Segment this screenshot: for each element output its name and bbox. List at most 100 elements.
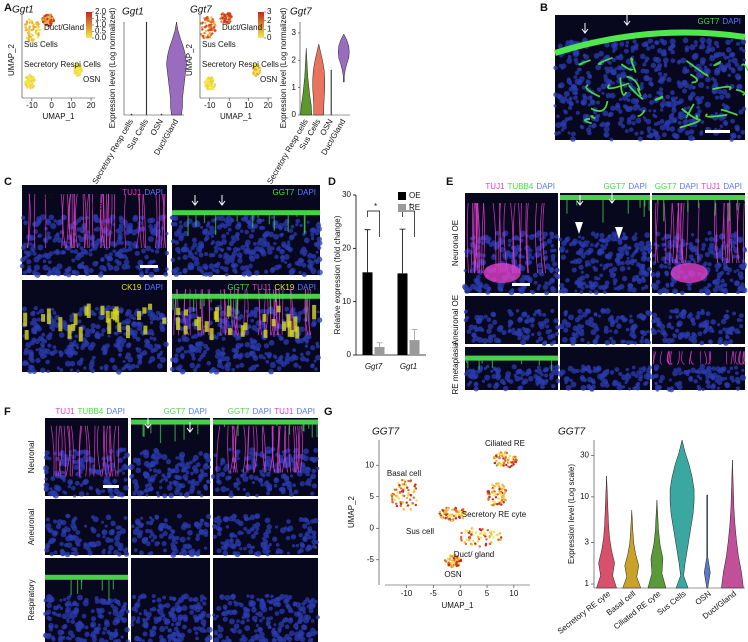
nucleus — [559, 246, 566, 253]
ck19-cell — [276, 305, 281, 313]
nucleus — [180, 547, 186, 553]
nucleus — [595, 64, 602, 71]
nucleus — [295, 222, 299, 227]
nucleus — [174, 353, 179, 358]
ck19-cell — [100, 305, 105, 316]
nucleus — [594, 117, 600, 123]
ggt7-gland — [578, 59, 591, 66]
nucleus — [259, 477, 263, 482]
nucleus — [82, 449, 87, 454]
nucleus — [580, 101, 585, 105]
nucleus — [87, 550, 93, 556]
nucleus — [564, 237, 570, 243]
umap-cell — [253, 68, 257, 71]
nucleus — [87, 344, 94, 351]
nucleus — [147, 235, 154, 243]
nucleus — [315, 250, 319, 254]
nucleus — [600, 376, 605, 382]
nucleus — [223, 546, 228, 551]
error-bar — [376, 342, 383, 347]
nucleus — [726, 47, 732, 53]
error-bar — [364, 229, 371, 273]
nucleus — [248, 263, 253, 269]
nucleus — [149, 320, 154, 325]
nucleus — [631, 121, 636, 126]
nucleus — [573, 95, 578, 101]
ggt7-duct — [150, 424, 152, 434]
nucleus — [554, 267, 560, 273]
ggt7-duct — [308, 424, 310, 429]
nucleus — [132, 216, 139, 222]
nucleus — [211, 240, 216, 244]
nucleus — [93, 228, 97, 232]
nucleus — [650, 44, 655, 50]
nucleus — [308, 482, 312, 487]
nucleus — [88, 467, 93, 472]
nucleus — [161, 453, 168, 461]
ggt7-duct — [237, 424, 239, 437]
nucleus — [630, 97, 638, 105]
cluster-label: Secretory Respi Cells — [24, 60, 101, 69]
row-label: RE metaplasia — [451, 342, 460, 395]
nucleus — [272, 233, 280, 240]
nucleus — [156, 344, 161, 349]
nucleus — [164, 478, 169, 483]
nucleus — [618, 371, 623, 377]
nucleus — [207, 271, 214, 278]
nucleus — [588, 124, 592, 128]
nucleus — [136, 354, 140, 358]
nucleus — [567, 365, 574, 372]
nucleus — [224, 258, 231, 265]
nucleus — [51, 490, 58, 497]
x-tick-label: 20 — [264, 101, 273, 110]
nucleus — [557, 370, 564, 377]
nucleus — [288, 228, 294, 233]
nucleus — [614, 104, 621, 111]
nucleus — [156, 541, 161, 545]
umap-cell — [207, 29, 210, 32]
ck19-cell — [84, 306, 89, 316]
nucleus — [577, 235, 582, 239]
nucleus — [601, 237, 606, 243]
neuron-fiber — [100, 193, 106, 249]
nucleus — [574, 78, 581, 85]
nucleus — [51, 637, 56, 642]
nucleus — [74, 343, 79, 348]
nucleus — [156, 363, 163, 369]
nucleus — [193, 260, 200, 267]
nucleus — [652, 312, 658, 318]
neuron-bundle — [483, 263, 521, 283]
nucleus — [145, 520, 150, 525]
nucleus — [528, 375, 534, 382]
nucleus — [74, 480, 80, 486]
nucleus — [603, 126, 610, 133]
nucleus — [730, 51, 736, 58]
nucleus — [148, 468, 153, 472]
nucleus — [238, 314, 244, 319]
nucleus — [664, 270, 669, 276]
nucleus — [622, 232, 626, 236]
nucleus — [53, 219, 57, 223]
nucleus — [735, 386, 741, 391]
nucleus — [108, 611, 112, 615]
nucleus — [728, 58, 732, 63]
nucleus — [558, 64, 563, 68]
umap-cell — [24, 27, 28, 30]
nucleus — [53, 530, 59, 536]
y-tick-label: 1 — [292, 83, 297, 92]
nucleus — [109, 538, 114, 543]
nucleus — [702, 329, 707, 335]
nucleus — [526, 334, 531, 338]
nucleus — [42, 264, 49, 271]
nucleus — [568, 116, 573, 121]
nucleus — [85, 492, 89, 496]
nucleus — [56, 263, 63, 270]
nucleus — [94, 332, 100, 339]
umap-cell — [204, 25, 207, 29]
nucleus — [203, 546, 208, 550]
nucleus — [686, 106, 691, 110]
nucleus — [640, 68, 646, 74]
ggt7-gland — [607, 82, 630, 90]
nucleus — [110, 520, 116, 527]
nucleus — [216, 472, 221, 478]
